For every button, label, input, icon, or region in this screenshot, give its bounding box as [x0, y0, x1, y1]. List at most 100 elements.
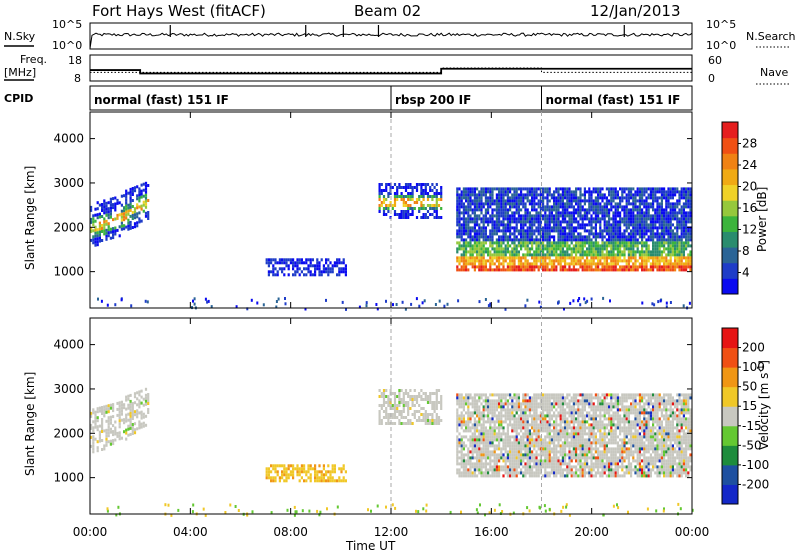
- data-cell: [627, 190, 630, 194]
- data-cell: [522, 265, 525, 269]
- data-cell: [440, 398, 443, 401]
- data-cell: [404, 389, 408, 392]
- data-cell: [524, 396, 527, 400]
- data-cell: [498, 447, 501, 451]
- data-cell: [123, 218, 126, 222]
- data-cell: [568, 211, 571, 215]
- data-cell: [511, 232, 514, 236]
- data-cell: [101, 427, 104, 430]
- data-cell: [572, 229, 575, 233]
- data-cell: [594, 250, 597, 254]
- data-cell: [469, 441, 472, 445]
- data-cell: [480, 217, 483, 221]
- data-cell: [548, 268, 551, 272]
- data-cell: [509, 456, 512, 460]
- data-cell: [645, 265, 648, 269]
- data-cell: [643, 217, 646, 221]
- data-cell: [125, 413, 128, 417]
- data-cell: [526, 262, 529, 266]
- data-cell: [101, 215, 104, 218]
- data-cell: [555, 220, 558, 224]
- data-cell: [548, 220, 551, 224]
- data-cell: [131, 214, 134, 217]
- data-cell: [101, 418, 104, 421]
- data-cell: [469, 396, 472, 400]
- data-cell: [561, 208, 564, 212]
- data-cell: [476, 250, 479, 254]
- data-cell: [634, 253, 637, 257]
- data-cell: [669, 214, 672, 218]
- data-cell: [526, 438, 529, 442]
- data-cell: [535, 423, 538, 427]
- data-cell: [462, 226, 465, 230]
- data-cell: [579, 247, 582, 251]
- data-cell: [493, 438, 496, 442]
- data-cell: [638, 187, 641, 191]
- data-cell: [109, 212, 112, 216]
- data-cell: [533, 414, 536, 418]
- data-cell: [327, 264, 330, 268]
- data-cell: [465, 190, 468, 194]
- noise-cell: [106, 303, 109, 307]
- data-cell: [553, 405, 556, 409]
- data-cell: [96, 213, 99, 217]
- data-cell: [382, 389, 386, 392]
- data-cell: [680, 226, 683, 230]
- data-cell: [520, 262, 523, 266]
- cpid-label: CPID: [4, 92, 33, 105]
- data-cell: [112, 218, 115, 222]
- data-cell: [594, 196, 597, 200]
- data-cell: [495, 238, 498, 242]
- data-cell: [491, 244, 494, 248]
- data-cell: [564, 265, 567, 269]
- data-cell: [133, 431, 137, 435]
- data-cell: [517, 396, 520, 400]
- data-cell: [559, 202, 562, 206]
- data-cell: [458, 229, 461, 233]
- data-cell: [131, 199, 134, 202]
- data-cell: [570, 199, 573, 203]
- data-cell: [489, 444, 492, 448]
- data-cell: [509, 453, 512, 457]
- data-cell: [553, 244, 556, 248]
- data-cell: [528, 399, 531, 403]
- data-cell: [517, 465, 520, 469]
- data-cell: [426, 216, 430, 219]
- data-cell: [535, 217, 538, 221]
- frequency-strip: Freq. [MHz] 18 8 60 0 Nave: [4, 53, 790, 85]
- data-cell: [522, 474, 525, 478]
- data-cell: [564, 214, 567, 218]
- data-cell: [583, 253, 586, 257]
- data-cell: [564, 226, 567, 230]
- data-cell: [676, 190, 679, 194]
- data-cell: [544, 468, 547, 472]
- data-cell: [480, 211, 483, 215]
- data-cell: [561, 408, 564, 412]
- data-cell: [544, 402, 547, 406]
- data-cell: [638, 265, 641, 269]
- y-tick-label: 2000: [53, 220, 84, 234]
- data-cell: [522, 471, 525, 475]
- data-cell: [471, 193, 474, 197]
- data-cell: [601, 187, 604, 191]
- data-cell: [484, 262, 487, 266]
- data-cell: [487, 432, 490, 436]
- data-cell: [480, 229, 483, 233]
- data-cell: [553, 253, 556, 257]
- data-cell: [300, 270, 303, 274]
- data-cell: [480, 471, 483, 475]
- data-cell: [630, 265, 633, 269]
- data-cell: [109, 230, 112, 234]
- data-cell: [398, 413, 401, 416]
- data-cell: [396, 416, 399, 419]
- data-cell: [515, 199, 518, 203]
- data-cell: [105, 213, 108, 217]
- data-cell: [493, 465, 496, 469]
- data-cell: [127, 212, 130, 216]
- data-cell: [509, 256, 512, 260]
- data-cell: [458, 217, 461, 221]
- data-cell: [621, 238, 624, 242]
- data-cell: [504, 268, 507, 272]
- data-cell: [498, 199, 501, 203]
- data-cell: [531, 235, 534, 239]
